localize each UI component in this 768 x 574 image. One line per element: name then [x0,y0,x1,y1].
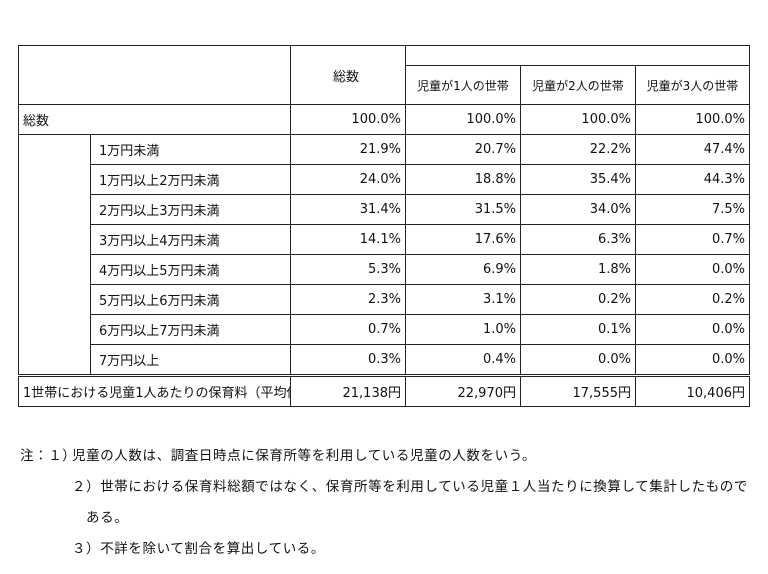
cell-value: 100.0% [635,104,750,135]
cell-value: 1.0% [405,314,521,345]
data-row: 1万円以上2万円未満 24.0% 18.8% 35.4% 44.3% [19,164,750,195]
note-text: 不詳を除いて割合を算出している。 [100,541,325,557]
cell-value: 0.0% [635,344,750,376]
cell-value: 31.5% [405,194,521,225]
data-row: 5万円以上6万円未満 2.3% 3.1% 0.2% 0.2% [19,284,750,315]
cell-value: 0.7% [635,224,750,255]
data-row: 2万円以上3万円未満 31.4% 31.5% 34.0% 7.5% [19,194,750,225]
table-body: 総数 児童が1人の世帯 児童が2人の世帯 児童が3人の世帯 総数 100.0% 100.0%… [18,45,750,407]
cell-value: 0.4% [405,344,521,376]
total-row: 総数 100.0% 100.0% 100.0% 100.0% [18,104,750,135]
column-header: 総数 [290,45,406,105]
data-row: 6万円以上7万円未満 0.7% 1.0% 0.1% 0.0% [19,314,750,345]
note: ３）不詳を除いて割合を算出している。 [34,534,755,565]
note: 注：１）児童の人数は、調査日時点に保育所等を利用している児童の人数をいう。 [20,441,755,472]
header-row: 総数 [18,45,750,105]
cell-value: 44.3% [635,164,750,195]
cell-value: 21.9% [290,134,406,165]
cell-value: 0.0% [520,344,636,376]
column-header: 児童が3人の世帯 [635,65,750,105]
cell-value: 6.3% [520,224,636,255]
cell-value: 18.8% [405,164,521,195]
cell-value: 22.2% [520,134,636,165]
cell-value: 2.3% [290,284,406,315]
cell-value: 10,406円 [635,374,750,407]
corner-cell [18,45,291,105]
row-label: 6万円以上7万円未満 [90,314,291,345]
cell-value: 34.0% [520,194,636,225]
cell-value: 0.0% [635,254,750,285]
cell-value: 0.2% [635,284,750,315]
header-row: 児童が1人の世帯 児童が2人の世帯 児童が3人の世帯 [19,65,750,105]
note-marker: ３） [72,541,101,557]
cell-value: 22,970円 [405,374,521,407]
header-spacer [405,45,750,66]
cell-value: 14.1% [290,224,406,255]
notes: 注：１）児童の人数は、調査日時点に保育所等を利用している児童の人数をいう。 ２）世… [20,441,755,565]
data-row: 4万円以上5万円未満 5.3% 6.9% 1.8% 0.0% [19,254,750,285]
cell-value: 21,138円 [290,374,406,407]
footer-row: 1世帯における児童1人あたりの保育料（平均値） 21,138円 22,970円 17,… [18,374,750,407]
cell-value: 7.5% [635,194,750,225]
note-text: 児童の人数は、調査日時点に保育所等を利用している児童の人数をいう。 [72,448,537,464]
cell-value: 1.8% [520,254,636,285]
data-row: 3万円以上4万円未満 14.1% 17.6% 6.3% 0.7% [19,224,750,255]
cell-value: 0.1% [520,314,636,345]
row-label: 4万円以上5万円未満 [90,254,291,285]
cell-value: 5.3% [290,254,406,285]
fee-table: 総数 児童が1人の世帯 児童が2人の世帯 児童が3人の世帯 総数 100.0% 100.0%… [18,45,750,407]
column-header: 児童が1人の世帯 [405,65,521,105]
cell-value: 0.0% [635,314,750,345]
cell-value: 0.2% [520,284,636,315]
row-label: 2万円以上3万円未満 [90,194,291,225]
cell-value: 24.0% [290,164,406,195]
note: ２）世帯における保育料総額ではなく、保育所等を利用している児童１人当たりに換算し… [34,472,755,534]
row-label: 7万円以上 [90,344,291,376]
cell-value: 20.7% [405,134,521,165]
cell-value: 47.4% [635,134,750,165]
cell-value: 35.4% [520,164,636,195]
cell-value: 0.7% [290,314,406,345]
indent-cell [18,134,91,376]
note-text: 世帯における保育料総額ではなく、保育所等を利用している児童１人当たりに換算して集… [86,479,748,526]
note-marker: 注：１） [20,448,77,464]
cell-value: 31.4% [290,194,406,225]
row-label: 5万円以上6万円未満 [90,284,291,315]
data-row: 1万円未満 21.9% 20.7% 22.2% 47.4% [18,134,750,376]
cell-value: 3.1% [405,284,521,315]
row-label: 1万円以上2万円未満 [90,164,291,195]
cell-value: 17.6% [405,224,521,255]
cell-value: 100.0% [290,104,406,135]
cell-value: 6.9% [405,254,521,285]
cell-value: 100.0% [405,104,521,135]
row-label: 1世帯における児童1人あたりの保育料（平均値） [18,374,291,407]
cell-value: 17,555円 [520,374,636,407]
data-row: 7万円以上 0.3% 0.4% 0.0% 0.0% [19,344,750,376]
cell-value: 0.3% [290,344,406,376]
note-marker: ２） [72,479,101,495]
row-label: 1万円未満 [90,134,291,165]
row-label: 総数 [18,104,291,135]
column-header: 児童が2人の世帯 [520,65,636,105]
cell-value: 100.0% [520,104,636,135]
row-label: 3万円以上4万円未満 [90,224,291,255]
